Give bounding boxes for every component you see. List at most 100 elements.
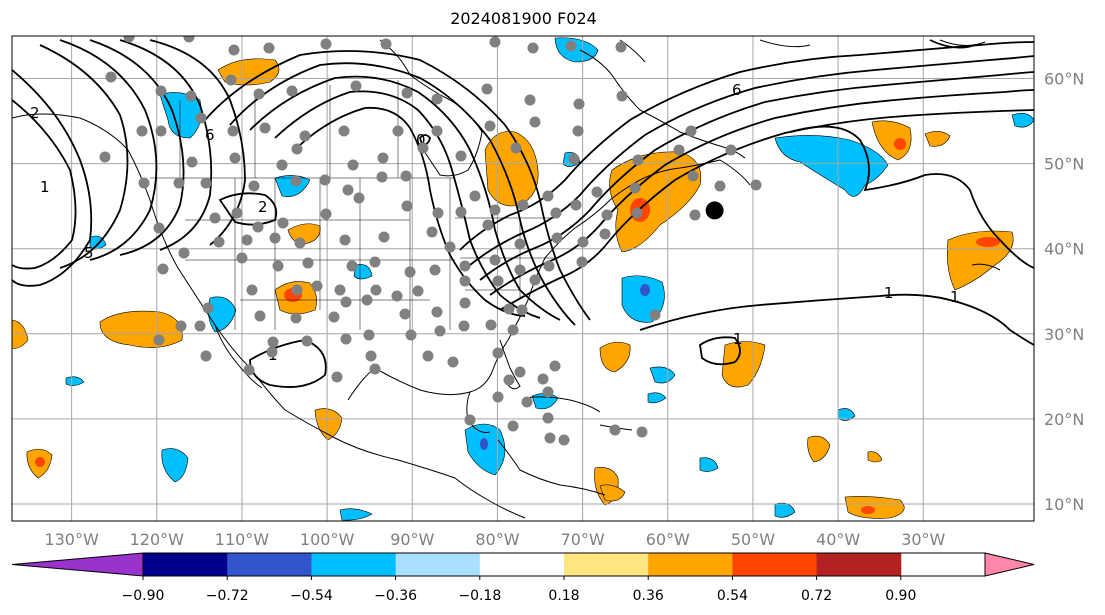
station-dot — [537, 373, 549, 385]
lat-tick-label: 20°N — [1044, 410, 1084, 429]
station-dot — [363, 329, 375, 341]
station-dot — [489, 254, 501, 266]
lon-tick-label: 60°W — [646, 530, 690, 549]
lat-tick-label: 60°N — [1044, 70, 1084, 89]
colorbar-segment — [564, 553, 649, 576]
colorbar-segment — [648, 553, 733, 576]
station-dot — [492, 275, 504, 287]
station-dot — [277, 217, 289, 229]
station-dot — [503, 303, 515, 315]
station-dot — [432, 207, 444, 219]
station-dot — [492, 347, 504, 359]
lat-tick-labels: 60°N 50°N 40°N 30°N 20°N 10°N — [1044, 70, 1084, 514]
station-dot — [455, 206, 467, 218]
station-dot — [609, 424, 621, 436]
station-dot — [632, 154, 644, 166]
station-dot — [507, 324, 519, 336]
station-dot — [636, 426, 648, 438]
station-dot — [243, 364, 255, 376]
station-dot — [464, 414, 476, 426]
station-dot — [153, 222, 165, 234]
station-dot — [99, 151, 111, 163]
station-dot — [267, 336, 279, 348]
station-dot — [542, 412, 554, 424]
station-dot — [369, 256, 381, 268]
station-dot — [340, 333, 352, 345]
station-dot — [399, 308, 411, 320]
station-dot — [231, 207, 243, 219]
colorbar-tick-label: −0.72 — [206, 588, 249, 604]
station-dot — [331, 371, 343, 383]
station-dot — [422, 350, 434, 362]
station-dot — [429, 264, 441, 276]
station-dot — [334, 284, 346, 296]
station-dot — [549, 360, 561, 372]
station-dot — [339, 234, 351, 246]
station-dot — [252, 221, 264, 233]
station-dot — [276, 159, 288, 171]
colorbar-high-extend — [984, 552, 1035, 577]
station-dot — [340, 296, 352, 308]
colorbar-segment — [143, 553, 228, 576]
station-dot — [401, 200, 413, 212]
station-dot — [431, 125, 443, 137]
contour-label: 5 — [84, 244, 94, 262]
station-dot — [347, 159, 359, 171]
contour-label: 1 — [733, 330, 743, 348]
negative-anomaly-fills — [65, 37, 1034, 521]
lat-tick-label: 30°N — [1044, 325, 1084, 344]
station-dot — [543, 260, 555, 272]
station-dot — [228, 44, 240, 56]
station-dot — [391, 290, 403, 302]
contour-label: 6 — [205, 126, 215, 144]
station-dot — [542, 386, 554, 398]
station-dot — [510, 142, 522, 154]
lon-tick-label: 30°W — [901, 530, 945, 549]
station-dot — [105, 71, 117, 83]
station-dot — [551, 232, 563, 244]
station-dot — [649, 309, 661, 321]
station-dot — [434, 325, 446, 337]
station-dot — [601, 209, 613, 221]
station-dot — [673, 144, 685, 156]
colorbar-low-extend — [11, 552, 144, 577]
station-dot — [631, 207, 643, 219]
station-dot — [248, 180, 260, 192]
station-dot — [253, 88, 265, 100]
station-dot — [615, 41, 627, 53]
station-dot — [301, 335, 313, 347]
station-dot — [350, 80, 362, 92]
station-dot — [266, 346, 278, 358]
station-dot — [178, 247, 190, 259]
station-dot — [514, 264, 526, 276]
station-dot — [353, 192, 365, 204]
station-dot — [269, 232, 281, 244]
station-dot — [485, 319, 497, 331]
colorbar: −0.90 −0.72 −0.54 −0.36 −0.18 0.18 0.36 0.54 0.7… — [11, 552, 1035, 604]
station-dot — [689, 209, 701, 221]
station-dot — [558, 434, 570, 446]
station-dot — [576, 256, 588, 268]
station-dot — [195, 112, 207, 124]
lon-tick-label: 100°W — [300, 530, 355, 549]
station-dot — [225, 74, 237, 86]
station-dot — [591, 186, 603, 198]
station-dot — [173, 177, 185, 189]
station-dot — [392, 125, 404, 137]
colorbar-segment — [311, 553, 397, 576]
station-dot — [213, 236, 225, 248]
lon-tick-label: 90°W — [390, 530, 434, 549]
station-dot — [426, 226, 438, 238]
station-dot — [290, 312, 302, 324]
colorbar-segment — [816, 553, 902, 576]
station-dot — [263, 42, 275, 54]
station-dot — [236, 252, 248, 264]
station-dot — [200, 350, 212, 362]
colorbar-segment — [732, 553, 818, 576]
station-dot — [202, 302, 214, 314]
station-dot — [565, 40, 577, 52]
colorbar-tick-label: −0.54 — [290, 588, 333, 604]
station-dot — [186, 156, 198, 168]
station-dot — [469, 190, 481, 202]
